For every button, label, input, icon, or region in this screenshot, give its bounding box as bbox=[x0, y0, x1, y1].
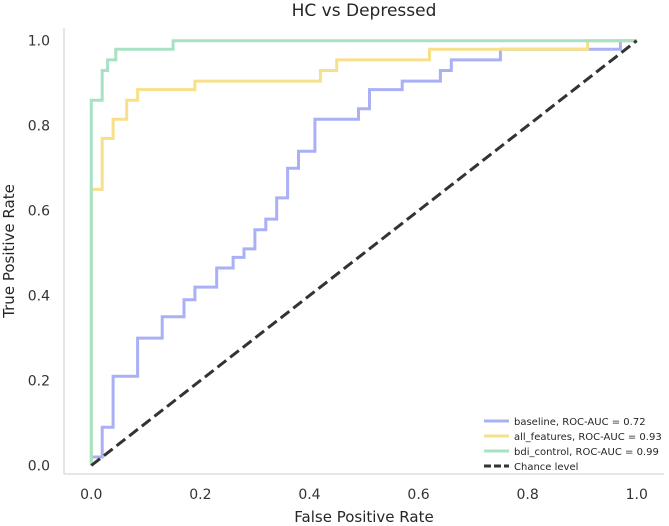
chart-title: HC vs Depressed bbox=[292, 1, 437, 21]
x-tick-label: 1.0 bbox=[626, 487, 648, 503]
series-line-all_features bbox=[89, 39, 637, 466]
x-tick-label: 0.6 bbox=[407, 487, 429, 503]
y-tick-label: 1.0 bbox=[28, 34, 50, 50]
series-line-chance bbox=[90, 39, 638, 467]
roc-curves bbox=[89, 39, 638, 467]
legend-label-baseline: baseline, ROC-AUC = 0.72 bbox=[514, 417, 646, 428]
y-axis-ticks: 0.0 0.2 0.4 0.6 0.8 1.0 bbox=[28, 34, 50, 475]
y-axis-label: True Positive Rate bbox=[0, 184, 18, 319]
legend-label-chance: Chance level bbox=[514, 462, 578, 473]
y-tick-label: 0.6 bbox=[28, 204, 50, 220]
y-tick-label: 0.0 bbox=[28, 459, 50, 475]
x-tick-label: 0.0 bbox=[80, 487, 102, 503]
legend: baseline, ROC-AUC = 0.72 all_features, RO… bbox=[484, 417, 662, 473]
x-axis-ticks: 0.0 0.2 0.4 0.6 0.8 1.0 bbox=[80, 487, 648, 503]
x-tick-label: 0.8 bbox=[517, 487, 539, 503]
legend-label-bdi_control: bdi_control, ROC-AUC = 0.99 bbox=[514, 447, 659, 458]
x-axis-label: False Positive Rate bbox=[294, 508, 433, 526]
x-tick-label: 0.2 bbox=[189, 487, 211, 503]
series-line-baseline bbox=[89, 39, 637, 466]
legend-label-all_features: all_features, ROC-AUC = 0.93 bbox=[514, 432, 662, 443]
y-tick-label: 0.8 bbox=[28, 119, 50, 135]
y-tick-label: 0.4 bbox=[28, 289, 50, 305]
x-tick-label: 0.4 bbox=[298, 487, 320, 503]
series-line-bdi_control bbox=[89, 39, 637, 466]
y-tick-label: 0.2 bbox=[28, 374, 50, 390]
